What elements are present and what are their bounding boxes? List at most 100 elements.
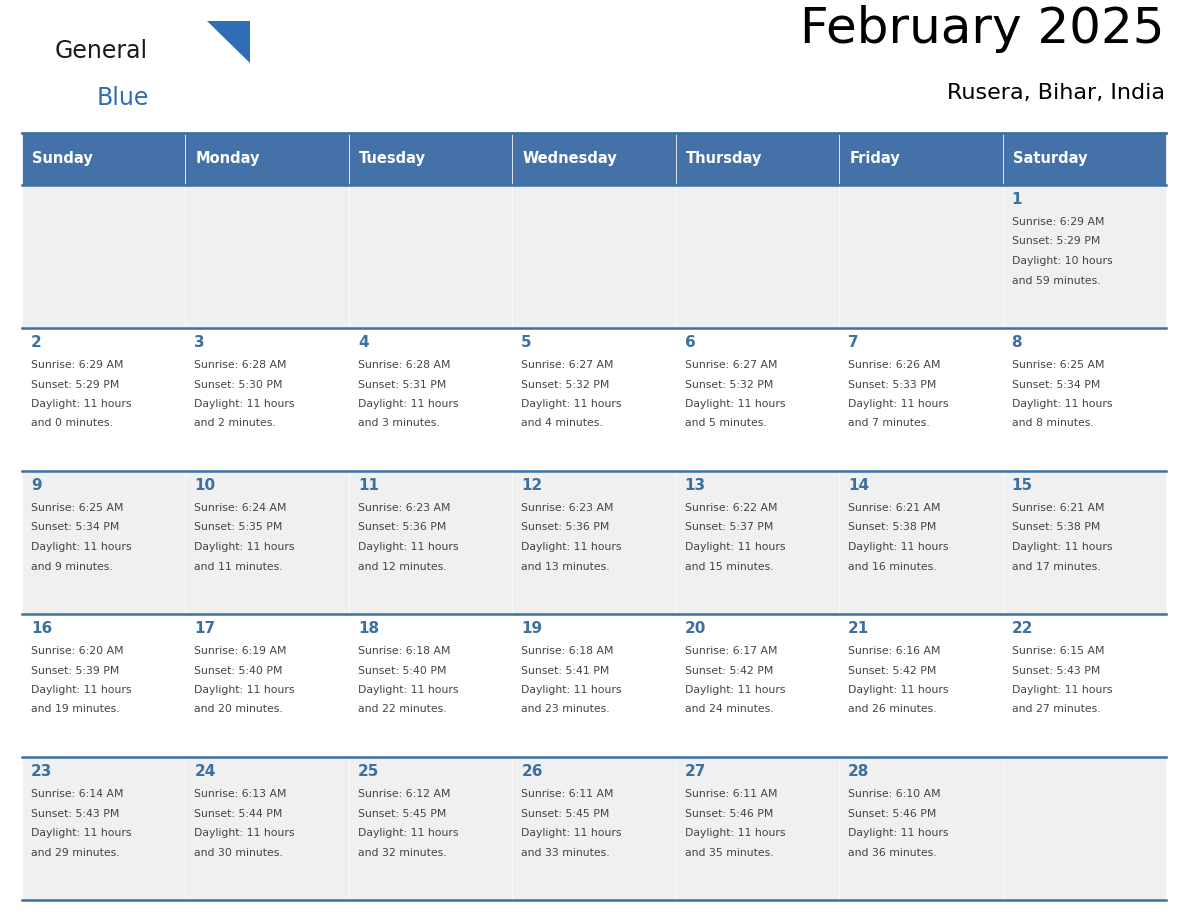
Text: Sunset: 5:38 PM: Sunset: 5:38 PM bbox=[848, 522, 936, 532]
Text: and 2 minutes.: and 2 minutes. bbox=[195, 419, 276, 429]
Bar bbox=[23, 133, 185, 185]
Text: Sunset: 5:40 PM: Sunset: 5:40 PM bbox=[195, 666, 283, 676]
Text: Sunrise: 6:13 AM: Sunrise: 6:13 AM bbox=[195, 789, 287, 799]
Bar bbox=[676, 185, 839, 328]
Text: and 16 minutes.: and 16 minutes. bbox=[848, 562, 937, 572]
Text: Sunset: 5:33 PM: Sunset: 5:33 PM bbox=[848, 379, 936, 389]
Text: 24: 24 bbox=[195, 764, 216, 779]
Polygon shape bbox=[207, 21, 249, 63]
Text: Sunrise: 6:10 AM: Sunrise: 6:10 AM bbox=[848, 789, 941, 799]
Text: and 9 minutes.: and 9 minutes. bbox=[31, 562, 113, 572]
Text: Sunrise: 6:21 AM: Sunrise: 6:21 AM bbox=[1011, 503, 1104, 513]
Bar bbox=[1003, 133, 1165, 185]
Text: Sunset: 5:29 PM: Sunset: 5:29 PM bbox=[1011, 237, 1100, 247]
Bar bbox=[839, 757, 1003, 900]
Text: 10: 10 bbox=[195, 478, 215, 493]
Text: and 15 minutes.: and 15 minutes. bbox=[684, 562, 773, 572]
Bar bbox=[512, 328, 676, 471]
Bar bbox=[23, 471, 185, 614]
Bar bbox=[512, 185, 676, 328]
Text: and 4 minutes.: and 4 minutes. bbox=[522, 419, 604, 429]
Bar bbox=[839, 614, 1003, 757]
Text: Sunrise: 6:18 AM: Sunrise: 6:18 AM bbox=[358, 646, 450, 656]
Text: Daylight: 11 hours: Daylight: 11 hours bbox=[1011, 542, 1112, 552]
Text: 13: 13 bbox=[684, 478, 706, 493]
Bar bbox=[676, 614, 839, 757]
Text: Sunday: Sunday bbox=[32, 151, 93, 166]
Text: Sunrise: 6:29 AM: Sunrise: 6:29 AM bbox=[31, 360, 124, 370]
Text: and 19 minutes.: and 19 minutes. bbox=[31, 704, 120, 714]
Bar bbox=[349, 133, 512, 185]
Text: 9: 9 bbox=[31, 478, 42, 493]
Text: Sunset: 5:32 PM: Sunset: 5:32 PM bbox=[522, 379, 609, 389]
Text: Wednesday: Wednesday bbox=[523, 151, 617, 166]
Bar bbox=[185, 328, 349, 471]
Text: Daylight: 11 hours: Daylight: 11 hours bbox=[358, 828, 459, 838]
Text: 18: 18 bbox=[358, 621, 379, 636]
Bar bbox=[1003, 757, 1165, 900]
Text: 17: 17 bbox=[195, 621, 215, 636]
Text: Sunset: 5:37 PM: Sunset: 5:37 PM bbox=[684, 522, 773, 532]
Text: 16: 16 bbox=[31, 621, 52, 636]
Text: Sunset: 5:34 PM: Sunset: 5:34 PM bbox=[1011, 379, 1100, 389]
Text: and 20 minutes.: and 20 minutes. bbox=[195, 704, 283, 714]
Bar bbox=[185, 614, 349, 757]
Bar bbox=[185, 185, 349, 328]
Text: Daylight: 11 hours: Daylight: 11 hours bbox=[31, 828, 132, 838]
Text: 3: 3 bbox=[195, 335, 206, 350]
Text: Daylight: 11 hours: Daylight: 11 hours bbox=[1011, 685, 1112, 695]
Text: Sunrise: 6:25 AM: Sunrise: 6:25 AM bbox=[31, 503, 124, 513]
Text: and 24 minutes.: and 24 minutes. bbox=[684, 704, 773, 714]
Text: Daylight: 11 hours: Daylight: 11 hours bbox=[522, 542, 621, 552]
Text: Daylight: 11 hours: Daylight: 11 hours bbox=[358, 399, 459, 409]
Text: Daylight: 11 hours: Daylight: 11 hours bbox=[358, 542, 459, 552]
Text: Sunrise: 6:12 AM: Sunrise: 6:12 AM bbox=[358, 789, 450, 799]
Text: and 17 minutes.: and 17 minutes. bbox=[1011, 562, 1100, 572]
Bar bbox=[1003, 614, 1165, 757]
Text: Sunrise: 6:29 AM: Sunrise: 6:29 AM bbox=[1011, 217, 1104, 227]
Text: 19: 19 bbox=[522, 621, 543, 636]
Text: and 27 minutes.: and 27 minutes. bbox=[1011, 704, 1100, 714]
Bar bbox=[676, 133, 839, 185]
Text: Sunset: 5:31 PM: Sunset: 5:31 PM bbox=[358, 379, 447, 389]
Text: Sunset: 5:39 PM: Sunset: 5:39 PM bbox=[31, 666, 119, 676]
Text: 28: 28 bbox=[848, 764, 870, 779]
Text: and 26 minutes.: and 26 minutes. bbox=[848, 704, 937, 714]
Bar bbox=[185, 757, 349, 900]
Text: Sunrise: 6:18 AM: Sunrise: 6:18 AM bbox=[522, 646, 614, 656]
Text: Sunset: 5:34 PM: Sunset: 5:34 PM bbox=[31, 522, 119, 532]
Bar bbox=[1003, 471, 1165, 614]
Text: Sunrise: 6:26 AM: Sunrise: 6:26 AM bbox=[848, 360, 941, 370]
Text: and 32 minutes.: and 32 minutes. bbox=[358, 847, 447, 857]
Text: Sunset: 5:45 PM: Sunset: 5:45 PM bbox=[358, 809, 447, 819]
Text: Daylight: 11 hours: Daylight: 11 hours bbox=[684, 828, 785, 838]
Text: and 22 minutes.: and 22 minutes. bbox=[358, 704, 447, 714]
Text: Daylight: 11 hours: Daylight: 11 hours bbox=[31, 685, 132, 695]
Bar bbox=[512, 133, 676, 185]
Text: 23: 23 bbox=[31, 764, 52, 779]
Text: 7: 7 bbox=[848, 335, 859, 350]
Text: Daylight: 11 hours: Daylight: 11 hours bbox=[522, 828, 621, 838]
Text: Sunrise: 6:23 AM: Sunrise: 6:23 AM bbox=[522, 503, 614, 513]
Text: and 5 minutes.: and 5 minutes. bbox=[684, 419, 766, 429]
Text: Sunset: 5:41 PM: Sunset: 5:41 PM bbox=[522, 666, 609, 676]
Bar bbox=[23, 328, 185, 471]
Text: and 23 minutes.: and 23 minutes. bbox=[522, 704, 609, 714]
Text: Blue: Blue bbox=[97, 86, 150, 110]
Text: Sunrise: 6:23 AM: Sunrise: 6:23 AM bbox=[358, 503, 450, 513]
Text: Sunrise: 6:27 AM: Sunrise: 6:27 AM bbox=[522, 360, 614, 370]
Bar bbox=[349, 757, 512, 900]
Text: Saturday: Saturday bbox=[1012, 151, 1087, 166]
Text: 6: 6 bbox=[684, 335, 695, 350]
Bar bbox=[23, 185, 185, 328]
Text: Sunrise: 6:28 AM: Sunrise: 6:28 AM bbox=[195, 360, 287, 370]
Text: 26: 26 bbox=[522, 764, 543, 779]
Text: and 36 minutes.: and 36 minutes. bbox=[848, 847, 937, 857]
Text: Sunrise: 6:14 AM: Sunrise: 6:14 AM bbox=[31, 789, 124, 799]
Text: Daylight: 11 hours: Daylight: 11 hours bbox=[358, 685, 459, 695]
Text: Sunset: 5:30 PM: Sunset: 5:30 PM bbox=[195, 379, 283, 389]
Text: Sunrise: 6:20 AM: Sunrise: 6:20 AM bbox=[31, 646, 124, 656]
Text: 5: 5 bbox=[522, 335, 532, 350]
Text: Daylight: 11 hours: Daylight: 11 hours bbox=[1011, 399, 1112, 409]
Text: Sunset: 5:29 PM: Sunset: 5:29 PM bbox=[31, 379, 119, 389]
